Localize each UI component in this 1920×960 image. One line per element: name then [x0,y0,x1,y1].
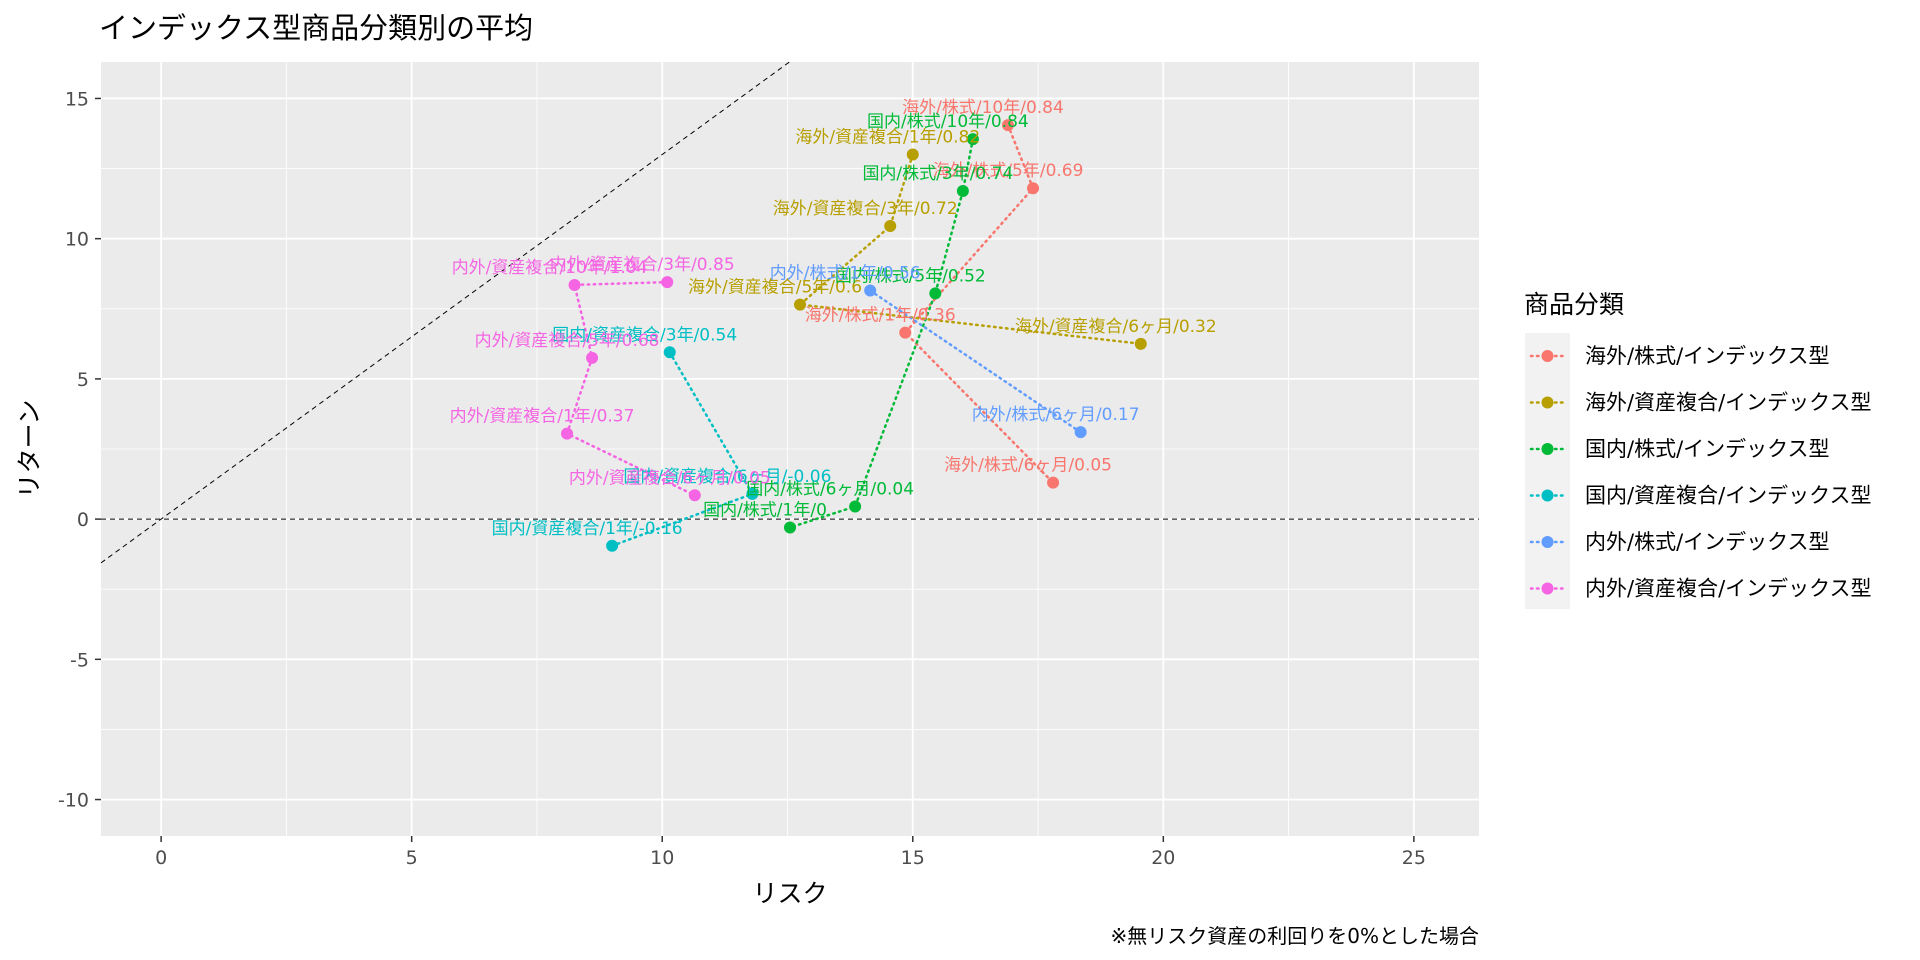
x-tick-label: 20 [1151,847,1175,869]
y-tick-label: 0 [77,509,89,531]
point-label: 海外/資産複合/6ヶ月/0.32 [1015,317,1217,337]
data-point [864,284,877,297]
legend-item-label: 海外/株式/インデックス型 [1585,344,1830,368]
data-points [561,119,1147,552]
point-label: 国内/資産複合/3年/0.54 [552,325,737,345]
y-tick-label: 5 [77,369,89,391]
x-tick-label: 25 [1402,847,1426,869]
legend-items: 海外/株式/インデックス型海外/資産複合/インデックス型国内/株式/インデックス… [1529,344,1872,601]
data-point [586,351,599,364]
data-point [906,148,919,161]
y-tick-label: 10 [65,229,89,251]
legend-title: 商品分類 [1524,290,1624,319]
legend-key-background [1525,333,1570,609]
x-tick-label: 5 [406,847,418,869]
point-label: 海外/株式/6ヶ月/0.05 [944,456,1112,476]
data-point [661,276,674,289]
data-point [1027,182,1040,195]
data-point [1074,426,1087,439]
data-point [568,278,581,291]
point-label: 海外/株式/10年/0.84 [902,98,1064,118]
data-point [884,220,897,233]
point-label: 国内/株式/6ヶ月/0.04 [746,479,914,499]
reference-lines [100,61,1479,564]
point-label: 内外/資産複合/3年/0.85 [550,255,735,275]
x-tick-label: 10 [650,847,674,869]
data-point [784,521,796,534]
point-label: 海外/資産複合/1年/0.82 [795,128,980,148]
legend: 商品分類 海外/株式/インデックス型海外/資産複合/インデックス型国内/株式/イ… [1524,290,1872,609]
legend-key-point [1541,443,1554,455]
series-path-1 [903,123,1055,484]
point-label: 国内/資産複合/6ヶ月/-0.06 [623,467,831,487]
point-label: 内外/株式/1年/0.56 [770,264,921,284]
y-tick-label: -10 [58,790,89,812]
x-axis-title: リスク [752,879,827,908]
data-point [606,539,619,552]
legend-key-point [1541,582,1554,595]
point-label: 国内/株式/1年/0 [703,501,827,521]
diagonal-reference-line [100,61,790,564]
legend-key-point [1541,489,1554,502]
axes: 0 5 10 15 20 25 -10 -5 0 5 10 15 [58,88,1426,869]
data-point [849,500,862,513]
x-tick-label: 15 [901,847,925,869]
data-point [1001,119,1014,132]
y-tick-label: -5 [70,649,89,671]
series-path-2 [797,153,1143,346]
y-tick-label: 15 [65,88,89,110]
point-label: 海外/資産複合/5年/0.6 [688,278,862,298]
data-point [794,298,807,311]
legend-item-label: 内外/資産複合/インデックス型 [1585,577,1872,601]
data-point [688,489,701,502]
point-label: 国内/資産複合/1年/-0.16 [492,519,683,539]
point-label: 国内/株式/3年/0.74 [862,164,1013,184]
data-point [899,326,912,339]
legend-item-label: 国内/株式/インデックス型 [1585,437,1830,461]
legend-key-point [1541,396,1554,409]
data-point [746,487,759,500]
point-label: 内外/資産複合/6ヶ月/0.05 [569,468,771,488]
point-label: 内外/資産複合/5年/0.68 [475,331,660,351]
data-point [1047,476,1060,489]
series-path-3 [788,137,975,529]
point-label: 内外/株式/6ヶ月/0.17 [972,405,1140,425]
point-label: 海外/株式/1年/0.36 [805,306,956,326]
y-axis-title: リターン [15,400,44,499]
data-point [929,287,942,300]
point-label: 海外/資産複合/3年/0.72 [773,199,958,219]
data-point [1134,337,1147,350]
legend-item-label: 国内/資産複合/インデックス型 [1585,484,1872,508]
point-label: 国内/株式/10年/0.84 [867,112,1029,132]
chart-caption: ※無リスク資産の利回りを0%とした場合 [1111,924,1480,948]
legend-key-point [1541,350,1554,362]
legend-item-label: 内外/株式/インデックス型 [1585,530,1830,554]
legend-key-point [1541,536,1554,548]
point-label: 国内/株式/5年/0.52 [835,266,986,286]
point-label: 内外/資産複合/1年/0.37 [450,407,635,427]
point-label: 海外/株式/5年/0.69 [933,161,1084,181]
data-point [966,133,979,146]
legend-item-label: 海外/資産複合/インデックス型 [1585,391,1872,415]
point-label: 内外/資産複合/10年/1.04 [452,258,648,278]
series-path-5 [868,289,1082,434]
point-labels: 海外/株式/10年/0.84 海外/株式/5年/0.69 海外/株式/1年/0.36… [450,98,1217,539]
data-point [561,427,574,440]
chart-title: インデックス型商品分類別の平均 [99,11,533,45]
data-point [956,185,969,197]
data-point [663,346,676,359]
x-tick-label: 0 [155,847,167,869]
